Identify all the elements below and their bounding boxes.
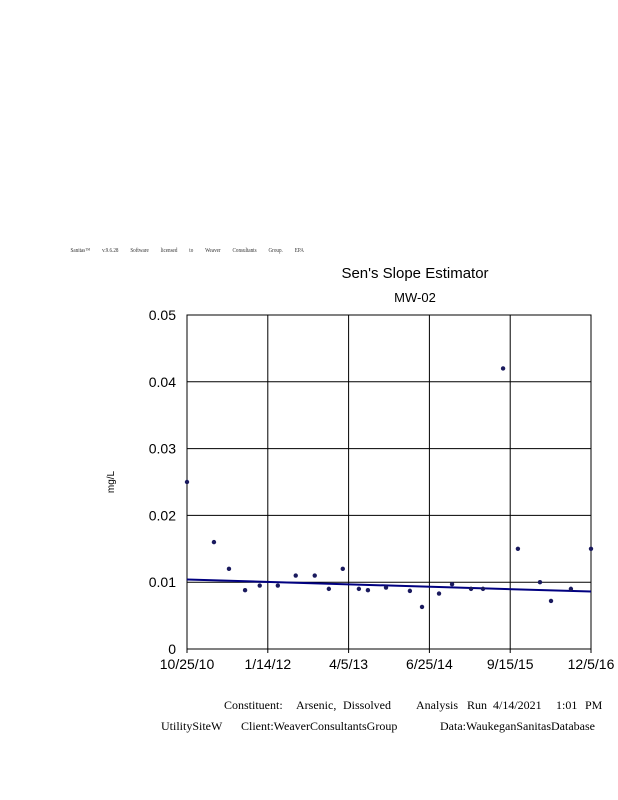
header-word: Consultants (232, 248, 257, 254)
y-tick-label: 0.01 (149, 574, 176, 590)
analysis-word: Analysis (416, 698, 458, 712)
data-point (365, 588, 371, 593)
data-point (356, 586, 362, 592)
run-ampm: PM (585, 698, 603, 712)
run-date: 4/14/2021 (493, 698, 542, 712)
data-source: Data:WaukeganSanitasDatabase (440, 719, 595, 733)
y-tick-label: 0.03 (149, 441, 176, 457)
data-point (326, 586, 332, 592)
data-point (293, 573, 298, 578)
data-point (226, 566, 232, 572)
data-point (184, 479, 190, 485)
data-point (211, 539, 217, 545)
analysis-word: Run (467, 698, 488, 712)
chart-title: Sen's Slope Estimator (341, 265, 488, 282)
data-point (275, 583, 281, 588)
data-point (340, 566, 345, 572)
header-word: v.9.6.28 (102, 248, 119, 254)
header-word: Group. (268, 248, 283, 254)
x-tick-label: 1/14/12 (244, 656, 291, 672)
header-word: Software (130, 248, 149, 254)
plot-frame (186, 314, 592, 650)
constituent-word: Arsenic, (296, 698, 337, 712)
data-point (419, 604, 425, 610)
x-tick-label: 12/5/16 (568, 656, 615, 672)
data-point (480, 586, 486, 592)
data-point (537, 580, 543, 585)
header-word: Weaver (205, 248, 221, 254)
client-name: Client:WeaverConsultantsGroup (241, 719, 398, 733)
y-axis-label: mg/L (106, 470, 117, 493)
y-tick-label: 0.04 (149, 374, 176, 390)
y-tick-label: 0 (168, 641, 176, 657)
data-point (383, 585, 389, 590)
site-name: UtilitySiteW (161, 719, 223, 733)
sens-slope-trend-line (186, 578, 592, 593)
run-time: 1:01 (556, 698, 578, 712)
data-point (500, 366, 506, 371)
data-point (312, 573, 317, 578)
x-tick-label: 9/15/15 (487, 656, 534, 672)
x-tick-label: 10/25/10 (160, 656, 215, 672)
data-point (588, 546, 594, 551)
x-tick-label: 4/5/13 (329, 656, 368, 672)
data-point (568, 586, 574, 592)
y-tick-label: 0.05 (149, 307, 176, 323)
constituent-word: Dissolved (343, 698, 391, 712)
data-point (449, 582, 455, 587)
data-point (407, 588, 413, 594)
data-point (436, 591, 442, 596)
data-point (257, 583, 262, 588)
x-tick-label: 6/25/14 (406, 656, 453, 672)
data-point (468, 586, 474, 592)
constituent-label: Constituent: (224, 698, 283, 712)
y-tick-label: 0.02 (149, 507, 176, 523)
data-point (515, 546, 521, 551)
header-word: EPA (294, 248, 304, 254)
chart-subtitle: MW-02 (394, 290, 436, 305)
data-point (548, 598, 554, 604)
header-word: to (189, 248, 194, 254)
header-word: Sanitas™ (70, 248, 91, 254)
header-word: licensed (160, 248, 178, 254)
data-point (242, 588, 248, 593)
license-header: Sanitas™ v.9.6.28 Software licensed to Weaver… (68, 242, 316, 254)
